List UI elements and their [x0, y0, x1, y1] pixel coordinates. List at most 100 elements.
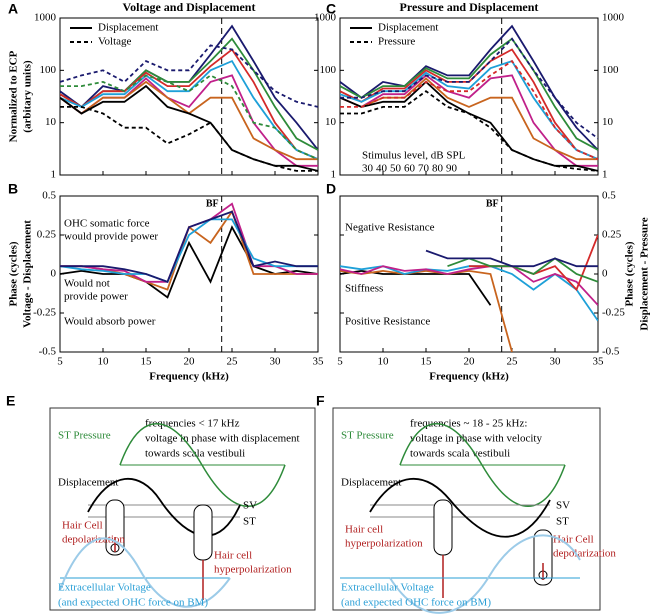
heading: voltage in phase with displacement: [145, 433, 300, 445]
label: SV: [556, 500, 570, 512]
level-label: 50: [390, 163, 402, 175]
series-line: [340, 269, 492, 306]
annotation: provide power: [64, 291, 128, 303]
legend-label: Displacement: [378, 22, 438, 34]
y-tick-label: 100: [602, 64, 619, 76]
heading: voltage in phase with velocity: [410, 433, 542, 445]
label: Displacement: [58, 477, 118, 489]
panel-letter: C: [326, 1, 336, 17]
series-line: [340, 37, 598, 151]
label: (and expected OHC force on BM): [341, 597, 491, 609]
hair-cell: [105, 499, 125, 556]
x-tick-label: 10: [98, 356, 110, 368]
panel-letter: A: [8, 1, 18, 17]
diagram-e: E frequencies < 17 kHz voltage in phase …: [6, 393, 316, 611]
y-tick-label: -0.5: [39, 346, 57, 358]
y-axis-label: Voltage - Displacement: [22, 220, 34, 328]
diagram-frame: [332, 407, 601, 611]
x-tick-label: 20: [184, 356, 196, 368]
y-tick-label: 1: [331, 169, 337, 181]
label: ST Pressure: [341, 430, 394, 442]
wave: [59, 537, 231, 608]
x-tick-label: 35: [313, 356, 325, 368]
series-line: [60, 210, 318, 283]
wave: [399, 423, 566, 507]
y-tick-label: 10: [45, 116, 57, 128]
panel: B 5 10 15 20 25 30 35 Frequency (kHz) -0.5 -0.25 0 0…: [8, 181, 324, 383]
hair-cell: [433, 499, 453, 556]
bf-label: BF: [206, 198, 219, 209]
label: Displacement: [341, 477, 401, 489]
panel-letter: F: [316, 393, 325, 409]
heading: frequencies ~ 18 - 25 kHz:: [410, 418, 527, 430]
y-tick-label: -0.5: [602, 346, 620, 358]
label: ST Pressure: [58, 430, 111, 442]
series-line: [60, 48, 318, 161]
x-axis-label: Frequency (kHz): [149, 371, 229, 383]
wave: [87, 477, 241, 537]
label: hyperpolarization: [345, 538, 423, 550]
hair-cell: [533, 529, 553, 586]
annotation: OHC somatic force: [64, 218, 150, 230]
label: Hair cell: [345, 524, 383, 536]
y-tick-label: -0.25: [33, 307, 56, 319]
x-tick-label: 25: [507, 356, 519, 368]
x-tick-label: 5: [57, 356, 63, 368]
annotation: would provide power: [64, 231, 158, 243]
level-label: 40: [376, 163, 388, 175]
y-tick-label: 0.25: [37, 229, 57, 241]
y-tick-label: 100: [40, 64, 57, 76]
series-line: [340, 269, 513, 352]
y-axis-label: Phase (cycles): [624, 241, 636, 306]
y-tick-label: 1: [51, 169, 57, 181]
level-label: 80: [432, 163, 444, 175]
annotation: Would not: [64, 278, 110, 290]
y-axis-label: Displacement - Pressure: [639, 217, 651, 330]
diagram-frame: [49, 407, 316, 611]
panel: D 5 10 15 20 25 30 35 Frequency (kHz) -0.5 -0.25 0 0…: [326, 181, 651, 383]
y-tick-label: 0: [51, 268, 57, 280]
panel: A Voltage and Displacement 1 10 100 1000 Norma…: [8, 0, 319, 181]
level-label: 60: [404, 163, 416, 175]
series-line: [60, 74, 318, 161]
label: Extracellular Voltage: [341, 582, 434, 594]
series-line: [60, 106, 318, 172]
series-line: [425, 249, 598, 268]
x-tick-label: 15: [421, 356, 433, 368]
y-tick-label: 10: [602, 116, 614, 128]
x-tick-label: 35: [593, 356, 605, 368]
label: ST: [556, 516, 569, 528]
y-tick-label: 1: [602, 169, 608, 181]
series-line: [60, 44, 318, 108]
chart-title: Voltage and Displacement: [123, 0, 256, 14]
series-line: [447, 257, 598, 283]
label: depolarization: [553, 548, 616, 560]
x-tick-label: 15: [141, 356, 153, 368]
series-line: [60, 59, 318, 161]
label: Hair Cell: [62, 520, 103, 532]
level-label: 70: [418, 163, 430, 175]
level-label: 30: [362, 163, 374, 175]
x-tick-label: 5: [337, 356, 343, 368]
level-label: 90: [446, 163, 458, 175]
x-tick-label: 10: [378, 356, 390, 368]
label: SV: [243, 500, 257, 512]
x-tick-label: 20: [464, 356, 476, 368]
y-axis-label: (arbitary units): [22, 60, 34, 133]
panel-letter: D: [326, 181, 336, 197]
wave: [369, 477, 551, 538]
bf-label: BF: [486, 198, 499, 209]
y-tick-label: 1000: [602, 12, 625, 24]
y-tick-label: 100: [320, 64, 337, 76]
panel-letter: B: [8, 181, 18, 197]
chart-title: Pressure and Displacement: [400, 0, 539, 14]
label: (and expected OHC force on BM): [58, 597, 208, 609]
x-axis-label: Frequency (kHz): [429, 371, 509, 383]
series-line: [60, 218, 318, 283]
y-tick-label: 0.5: [602, 190, 616, 202]
series-line: [340, 265, 598, 306]
annotation: Would absorb power: [64, 316, 156, 328]
panel: C Pressure and Displacement 1 1 10 10 100 100 10…: [314, 0, 625, 181]
legend-label: Displacement: [98, 22, 158, 34]
